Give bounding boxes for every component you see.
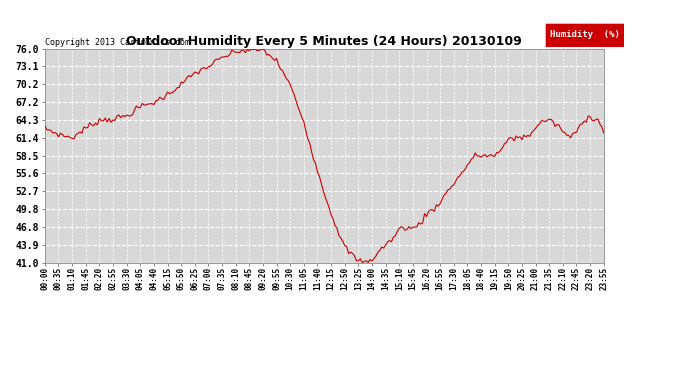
Title: Outdoor Humidity Every 5 Minutes (24 Hours) 20130109: Outdoor Humidity Every 5 Minutes (24 Hou… [126, 34, 522, 48]
Text: Copyright 2013 Cartronics.com: Copyright 2013 Cartronics.com [45, 38, 190, 46]
Text: Humidity  (%): Humidity (%) [550, 30, 620, 39]
